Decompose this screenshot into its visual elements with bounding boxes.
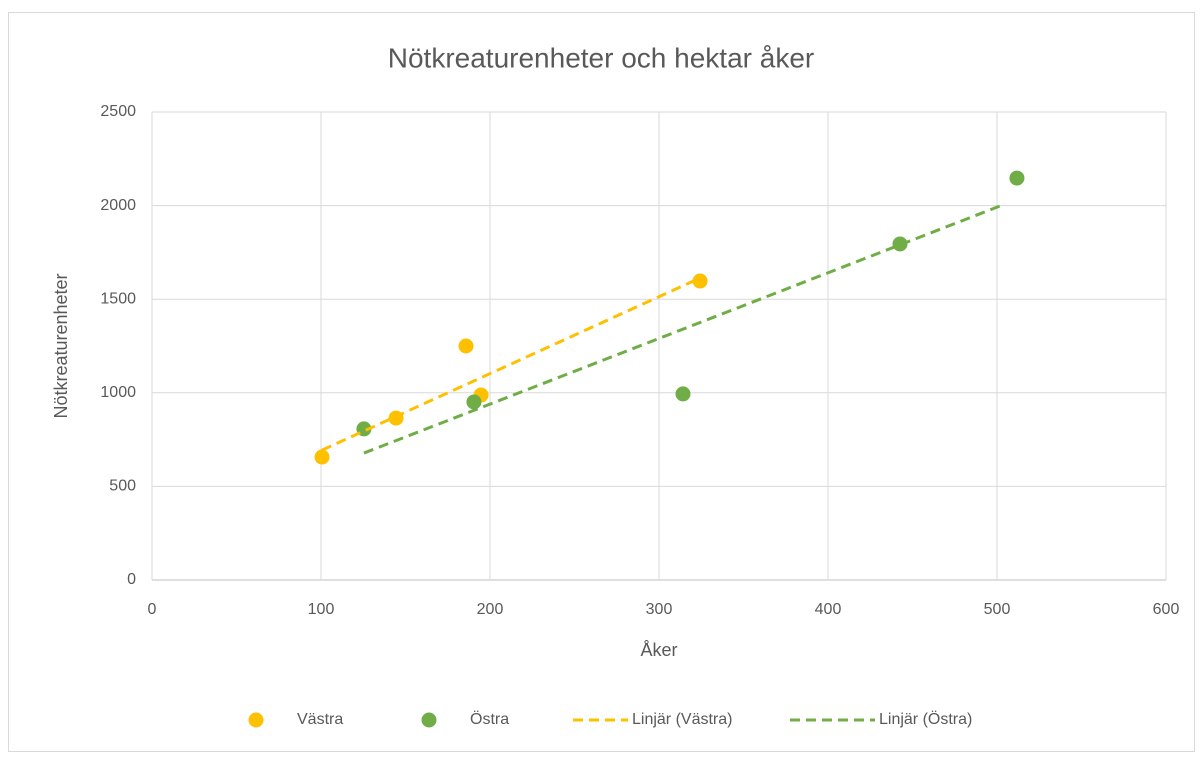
y-tick-label: 1000 [100,384,136,401]
x-tick-label: 200 [477,601,504,618]
point [1009,170,1025,186]
point [892,236,908,252]
x-tick-label: 400 [815,601,842,618]
point [466,394,482,410]
y-tick-label: 0 [127,571,136,588]
x-tick-label: 600 [1153,601,1180,618]
y-tick-label: 2500 [100,103,136,120]
legend-label: Östra [470,710,509,728]
legend-swatch [421,712,437,728]
y-axis-label: Nötkreaturenheter [51,273,71,418]
y-tick-label: 1500 [100,290,136,307]
x-tick-label: 500 [984,601,1011,618]
trendline [321,276,701,452]
x-tick-label: 0 [148,601,157,618]
legend-label: Linjär (Östra) [879,710,972,728]
trendline [363,204,1001,455]
point [675,386,691,402]
y-tick-label: 500 [109,478,136,495]
point [314,449,330,465]
legend-label: Västra [297,711,343,728]
point [458,338,474,354]
chart-title: Nötkreaturenheter och hektar åker [388,42,814,73]
y-tick-label: 2000 [100,197,136,214]
x-axis-label: Åker [640,640,677,660]
x-tick-label: 300 [646,601,673,618]
legend-label: Linjär (Västra) [632,711,732,728]
legend-swatch [248,712,264,728]
point [692,273,708,289]
chart-border [8,12,1195,752]
x-tick-label: 100 [308,601,335,618]
